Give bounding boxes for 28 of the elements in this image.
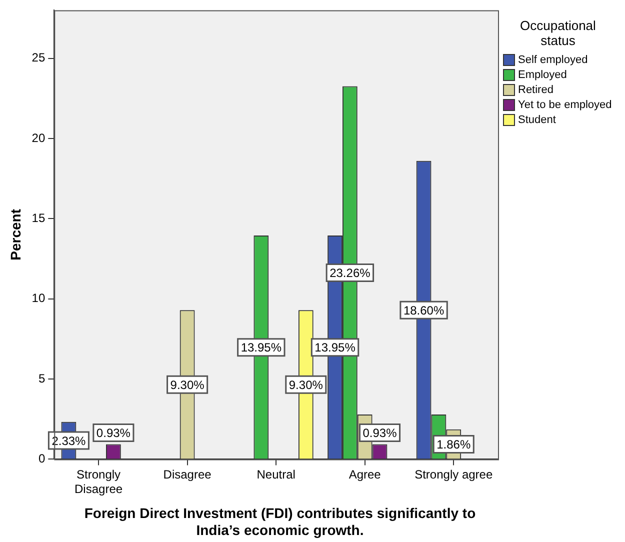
x-tick-label: Neutral — [256, 468, 296, 482]
y-tick-label: 0 — [38, 452, 46, 466]
legend-label: Self employed — [518, 54, 588, 66]
legend-title: Occupational status — [519, 18, 597, 48]
y-tick-label: 20 — [32, 130, 46, 145]
data-label: 9.30% — [170, 378, 205, 392]
legend-label: Yet to be employed — [518, 98, 612, 110]
data-label: 23.26% — [330, 266, 371, 280]
legend-label: Student — [518, 114, 556, 126]
data-label: 13.95% — [240, 340, 282, 355]
y-tick-label: 10 — [32, 291, 46, 306]
data-label: 1.86% — [436, 438, 471, 452]
y-tick-label: 25 — [32, 50, 46, 65]
x-axis-title: Foreign Direct Investment (FDI) contributes significantly to India’s economic growth. — [83, 505, 477, 539]
data-label: 13.95% — [314, 340, 356, 355]
legend-label: Retired — [518, 84, 554, 96]
x-tick-label: Agree — [348, 468, 382, 482]
x-tick-label: Strongly agree — [414, 468, 493, 482]
x-tick-label: Strongly Disagree — [74, 468, 123, 496]
y-tick-label: 5 — [38, 371, 46, 386]
data-label: 0.93% — [362, 426, 398, 440]
legend-label: Employed — [518, 68, 567, 80]
y-tick-label: 15 — [32, 210, 46, 225]
data-label: 18.60% — [403, 303, 444, 318]
y-axis-title: Percent — [7, 208, 24, 260]
x-tick-label: Disagree — [163, 468, 212, 482]
data-label: 9.30% — [288, 378, 324, 392]
data-label: 0.93% — [96, 426, 131, 440]
